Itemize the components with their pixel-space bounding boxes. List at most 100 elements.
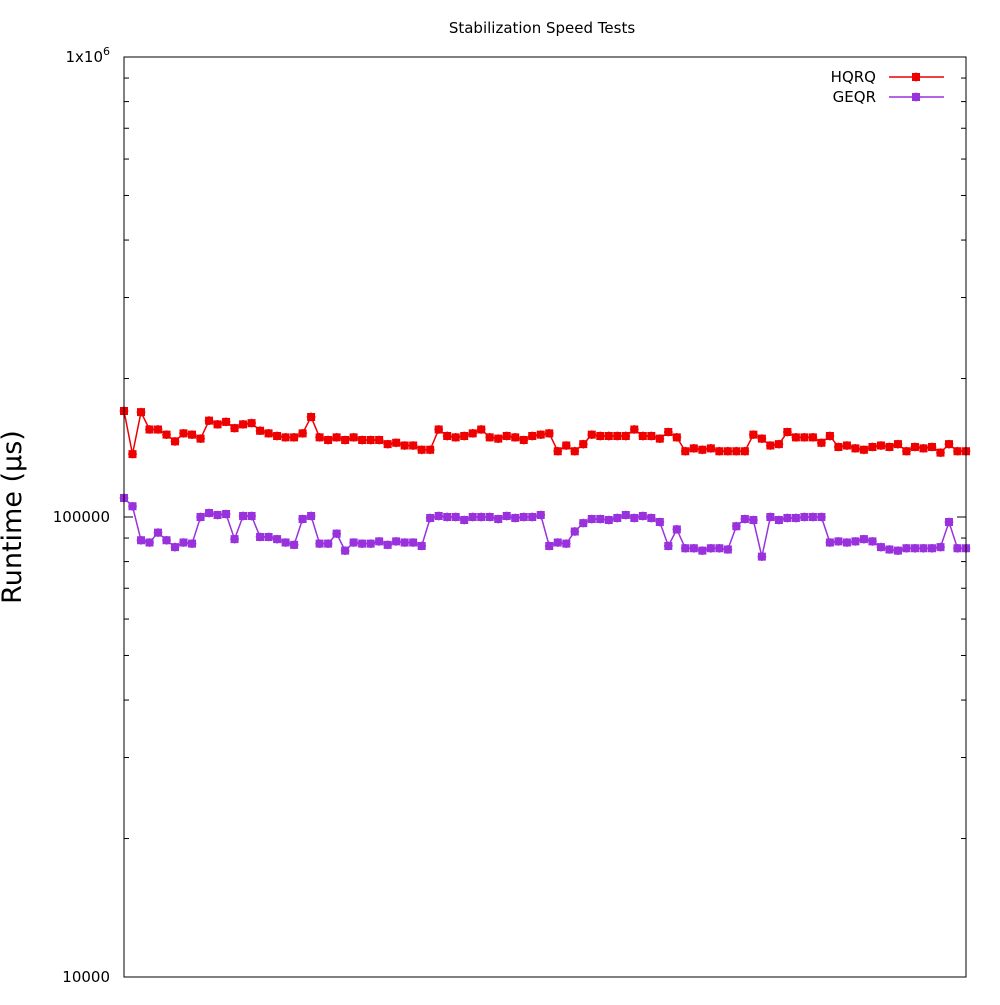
data-point (170, 437, 180, 446)
plot-series (119, 406, 971, 561)
data-point (595, 514, 605, 524)
data-point (834, 537, 843, 546)
data-point (561, 539, 571, 548)
data-point (868, 537, 877, 546)
data-point (578, 518, 588, 528)
legend-label: GEQR (833, 88, 876, 106)
data-point (519, 435, 529, 445)
data-point (629, 425, 639, 434)
data-point (808, 512, 818, 522)
data-point (238, 511, 248, 521)
data-point (519, 512, 529, 522)
data-point (425, 445, 435, 455)
data-point (289, 433, 299, 442)
data-point (791, 433, 801, 442)
data-point (740, 514, 750, 524)
data-point (910, 442, 920, 452)
legend-marker (911, 72, 921, 82)
data-point (604, 431, 614, 441)
data-point (187, 430, 197, 439)
data-point (851, 537, 860, 546)
data-point (893, 439, 903, 449)
data-point (162, 430, 171, 439)
data-point (434, 511, 444, 521)
data-point (698, 445, 707, 455)
data-point (128, 449, 137, 459)
data-point (153, 425, 163, 434)
data-point (749, 430, 758, 439)
data-point (128, 501, 137, 511)
data-point (442, 512, 452, 522)
data-point (153, 528, 163, 537)
data-point (272, 431, 282, 441)
data-point (485, 433, 495, 442)
data-point (681, 543, 690, 553)
data-point (612, 431, 622, 441)
data-point (919, 543, 928, 553)
data-point (732, 521, 741, 531)
y-tick-label: 1x106 (65, 45, 110, 66)
data-point (791, 513, 801, 523)
data-point (629, 513, 639, 523)
data-point (859, 534, 869, 544)
data-point (459, 431, 469, 441)
data-point (927, 543, 937, 553)
data-point (800, 433, 809, 442)
data-point (442, 431, 452, 441)
data-point (468, 429, 478, 438)
data-point (213, 420, 222, 429)
data-point (136, 407, 146, 417)
data-point (145, 538, 154, 547)
data-point (621, 510, 631, 520)
data-point (502, 511, 512, 521)
series-line (123, 497, 966, 557)
data-point (306, 412, 316, 422)
data-point (459, 515, 469, 525)
data-point (672, 525, 682, 534)
data-point (162, 535, 171, 545)
data-point (766, 441, 775, 450)
data-point (340, 435, 350, 445)
chart-title: Stabilization Speed Tests (449, 19, 636, 37)
data-point (561, 441, 571, 450)
data-point (221, 509, 231, 519)
data-point (204, 416, 214, 425)
data-point (315, 433, 324, 442)
data-point (272, 534, 282, 544)
plot-frame (123, 56, 967, 978)
data-point (179, 429, 188, 438)
data-point (323, 435, 333, 445)
data-point (187, 539, 197, 548)
data-point (621, 431, 631, 441)
data-point (417, 445, 426, 455)
data-point (612, 513, 622, 523)
data-point (953, 543, 962, 553)
data-point (451, 433, 461, 442)
data-point (825, 431, 835, 441)
data-point (255, 426, 265, 436)
data-point (664, 541, 673, 551)
legend-marker (911, 92, 921, 102)
data-point (859, 445, 869, 455)
y-tick-label: 10000 (62, 968, 110, 986)
data-point (936, 542, 945, 552)
data-point (902, 446, 911, 456)
data-point (578, 439, 588, 449)
data-point (476, 425, 486, 434)
data-point (638, 431, 648, 441)
data-point (179, 538, 188, 547)
data-point (536, 430, 546, 439)
data-point (885, 545, 894, 554)
data-point (493, 434, 503, 443)
data-point (749, 515, 758, 525)
data-point (332, 433, 341, 442)
data-point (383, 540, 392, 550)
data-point (817, 512, 826, 522)
series-geqr (119, 493, 971, 561)
data-point (646, 513, 656, 523)
y-tick-label: 100000 (53, 508, 110, 526)
data-point (289, 540, 299, 550)
data-point (885, 442, 894, 452)
